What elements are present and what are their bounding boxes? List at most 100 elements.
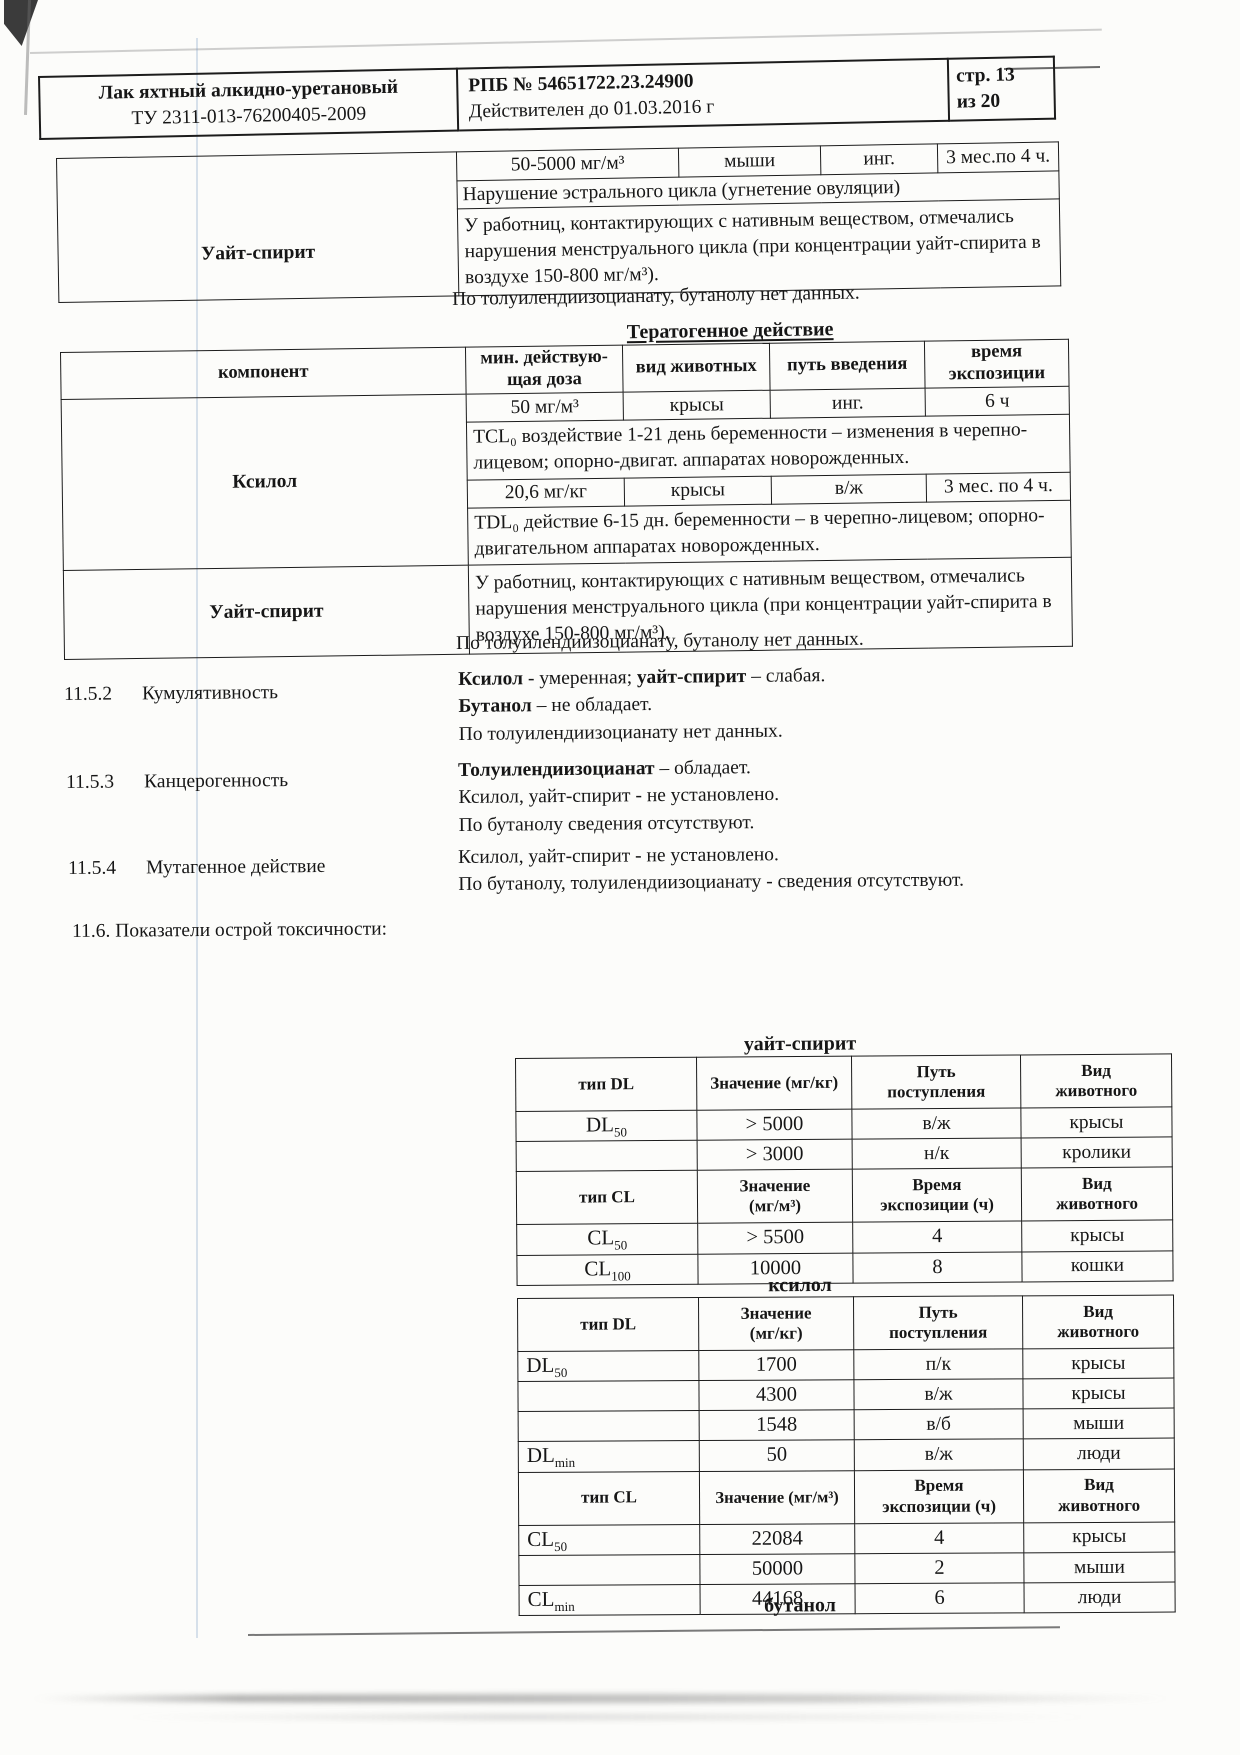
white-spirit-name-cell: Уайт-спирит — [63, 565, 470, 660]
header-exposure-time: время экспозиции — [924, 339, 1070, 389]
text-line: Бутанол – не обладает. — [458, 694, 653, 718]
dl-type-cell: DL50 — [517, 1350, 699, 1382]
route-cell: в/б — [854, 1409, 1024, 1441]
scan-artifact-bottom-smudge — [30, 1694, 1175, 1703]
header-exposure-time: Время экспозиции (ч) — [854, 1469, 1024, 1524]
page-number: стр. 13 — [955, 64, 1015, 87]
cl-type-cell: CL50 — [516, 1223, 698, 1256]
value-cell: 50 — [699, 1440, 855, 1472]
exposure-time-cell: 3 мес.по 4 ч. — [937, 141, 1059, 173]
product-cell: Лак яхтный алкидно-уретановый ТУ 2311-01… — [39, 68, 459, 139]
header-min-dose: мин. действую- щая доза — [465, 345, 624, 395]
tdl0-note-cell: TDL₀ действие 6-15 дн. беременности – в … — [467, 499, 1072, 566]
animal-cell: мыши — [1023, 1408, 1175, 1440]
dl-type-cell — [517, 1380, 700, 1412]
tcl0-note-cell: TCL₀ воздействие 1-21 день беременности … — [466, 414, 1071, 480]
route-cell: инг. — [770, 388, 926, 419]
dl-type-cell: DLmin — [518, 1440, 700, 1473]
section-number: 11.5.2 — [64, 683, 113, 705]
section-11-5-2-text: Ксилол - умеренная; уайт-спирит – слабая… — [458, 662, 826, 748]
header-dl-type: тип DL — [517, 1297, 699, 1352]
header-dl-type: тип DL — [515, 1057, 697, 1112]
dose-cell: 50-5000 мг/м³ — [456, 148, 679, 181]
component-name-cell: Уайт-спирит — [56, 151, 459, 303]
page-header: Лак яхтный алкидно-уретановый ТУ 2311-01… — [38, 56, 1056, 140]
value-cell: 4300 — [698, 1380, 855, 1411]
value-cell: 22084 — [699, 1523, 855, 1555]
page-number-cell: стр. 13 из 20 — [947, 56, 1056, 121]
dl-type-cell — [516, 1140, 698, 1172]
value-cell: 1548 — [699, 1410, 855, 1441]
time-cell: 2 — [854, 1552, 1024, 1584]
worker-note-cell: У работниц, контактирующих с нативным ве… — [457, 198, 1061, 296]
section-11-5-3-text: Толуилендиизоцианат – обладает. Ксилол, … — [458, 754, 780, 839]
value-cell: > 5000 — [696, 1109, 853, 1141]
dose-cell: 50 мг/м³ — [466, 392, 624, 423]
section-name: Кумулятивность — [142, 682, 279, 705]
header-animal: Вид животного — [1023, 1468, 1175, 1523]
cl-type-cell: CL50 — [518, 1524, 700, 1556]
no-data-note-2: По толуилендиизоцианату, бутанолу нет да… — [456, 628, 864, 654]
header-dl-value: Значение (мг/кг) — [696, 1056, 852, 1111]
section-number: 11.5.3 — [66, 771, 115, 793]
section-11-5-4-label: 11.5.4 Мутагенное действие — [68, 856, 325, 880]
value-cell: 1700 — [698, 1349, 854, 1381]
section-11-5-2-label: 11.5.2 Кумулятивность — [64, 682, 278, 706]
header-cl-type: тип CL — [516, 1170, 698, 1225]
header-dl-value: Значение (мг/кг) — [698, 1296, 854, 1351]
route-cell: н/к — [852, 1138, 1022, 1170]
section-11-6-label: 11.6. Показатели острой токсичности: — [72, 918, 388, 942]
scan-artifact-bottom-smudge-2 — [120, 1714, 1100, 1720]
text-line: По бутанолу сведения отсутствуют. — [458, 811, 755, 836]
exposure-time-cell: 3 мес. по 4 ч. — [926, 471, 1071, 502]
dl-type-cell: DL50 — [515, 1110, 698, 1142]
animal-cell: крысы — [1022, 1378, 1175, 1410]
teratogenic-table: компонент мин. действую- щая доза вид жи… — [60, 339, 1073, 660]
repro-toxicity-table: Уайт-спирит 50-5000 мг/м³ мыши инг. 3 ме… — [56, 141, 1061, 303]
value-cell: 50000 — [699, 1553, 856, 1585]
route-cell: в/ж — [853, 1379, 1024, 1411]
xylene-tox-table: тип DL Значение (мг/кг) Путь поступления… — [517, 1295, 1176, 1617]
header-component: компонент — [60, 347, 467, 400]
time-cell: 4 — [852, 1221, 1022, 1253]
section-name: Канцерогенность — [144, 770, 289, 793]
text-line: Ксилол - умеренная; уайт-спирит – слабая… — [458, 665, 826, 690]
text-line: По бутанолу, толуилендиизоцианату - свед… — [458, 869, 964, 896]
butanol-title: бутанол — [764, 1594, 837, 1617]
animal-cell: крысы — [623, 390, 771, 421]
header-route: путь введения — [769, 341, 926, 391]
header-route: Путь поступления — [851, 1054, 1021, 1110]
animal-cell: крысы — [624, 475, 772, 506]
scan-artifact-top-edge-line — [30, 28, 1102, 54]
white-spirit-tox-table: тип DL Значение (мг/кг) Путь поступления… — [515, 1053, 1174, 1286]
text-line: Толуилендиизоцианат – обладает. — [458, 757, 751, 781]
animal-cell: мыши — [1023, 1552, 1175, 1583]
animal-cell: крысы — [1020, 1106, 1173, 1139]
animal-cell: крысы — [1023, 1521, 1175, 1553]
route-cell: инг. — [820, 143, 938, 175]
route-cell: в/ж — [854, 1439, 1024, 1471]
value-cell: > 3000 — [697, 1139, 853, 1171]
header-animal: Вид животного — [1022, 1295, 1174, 1349]
page-of: из 20 — [956, 90, 1001, 113]
header-route: Путь поступления — [853, 1295, 1023, 1350]
animal-cell: кролики — [1021, 1137, 1173, 1169]
section-11-5-3-label: 11.5.3 Канцерогенность — [66, 770, 288, 794]
text-line: По толуилендиизоцианату нет данных. — [458, 720, 783, 745]
animal-cell: крысы — [1021, 1220, 1173, 1252]
scan-artifact-corner — [4, 0, 38, 46]
section-name: Мутагенное действие — [146, 855, 326, 879]
header-animal: Вид животного — [1021, 1167, 1173, 1222]
rpb-cell: РПБ № 54651722.23.24900 Действителен до … — [456, 58, 950, 131]
scan-artifact-vertical-fold-line — [196, 38, 198, 1638]
section-number: 11.5.4 — [68, 857, 117, 879]
animal-cell: люди — [1023, 1438, 1175, 1470]
header-cl-type: тип CL — [518, 1471, 700, 1526]
animal-cell: крысы — [1022, 1348, 1174, 1380]
header-animal: Вид животного — [1020, 1053, 1172, 1108]
page-header-table: Лак яхтный алкидно-уретановый ТУ 2311-01… — [38, 56, 1056, 140]
route-cell: в/ж — [771, 473, 927, 504]
header-cl-value: Значение (мг/м³) — [699, 1470, 855, 1525]
dose-cell: 20,6 мг/кг — [467, 477, 625, 508]
text-line: Ксилол, уайт-спирит - не установлено. — [458, 784, 780, 809]
